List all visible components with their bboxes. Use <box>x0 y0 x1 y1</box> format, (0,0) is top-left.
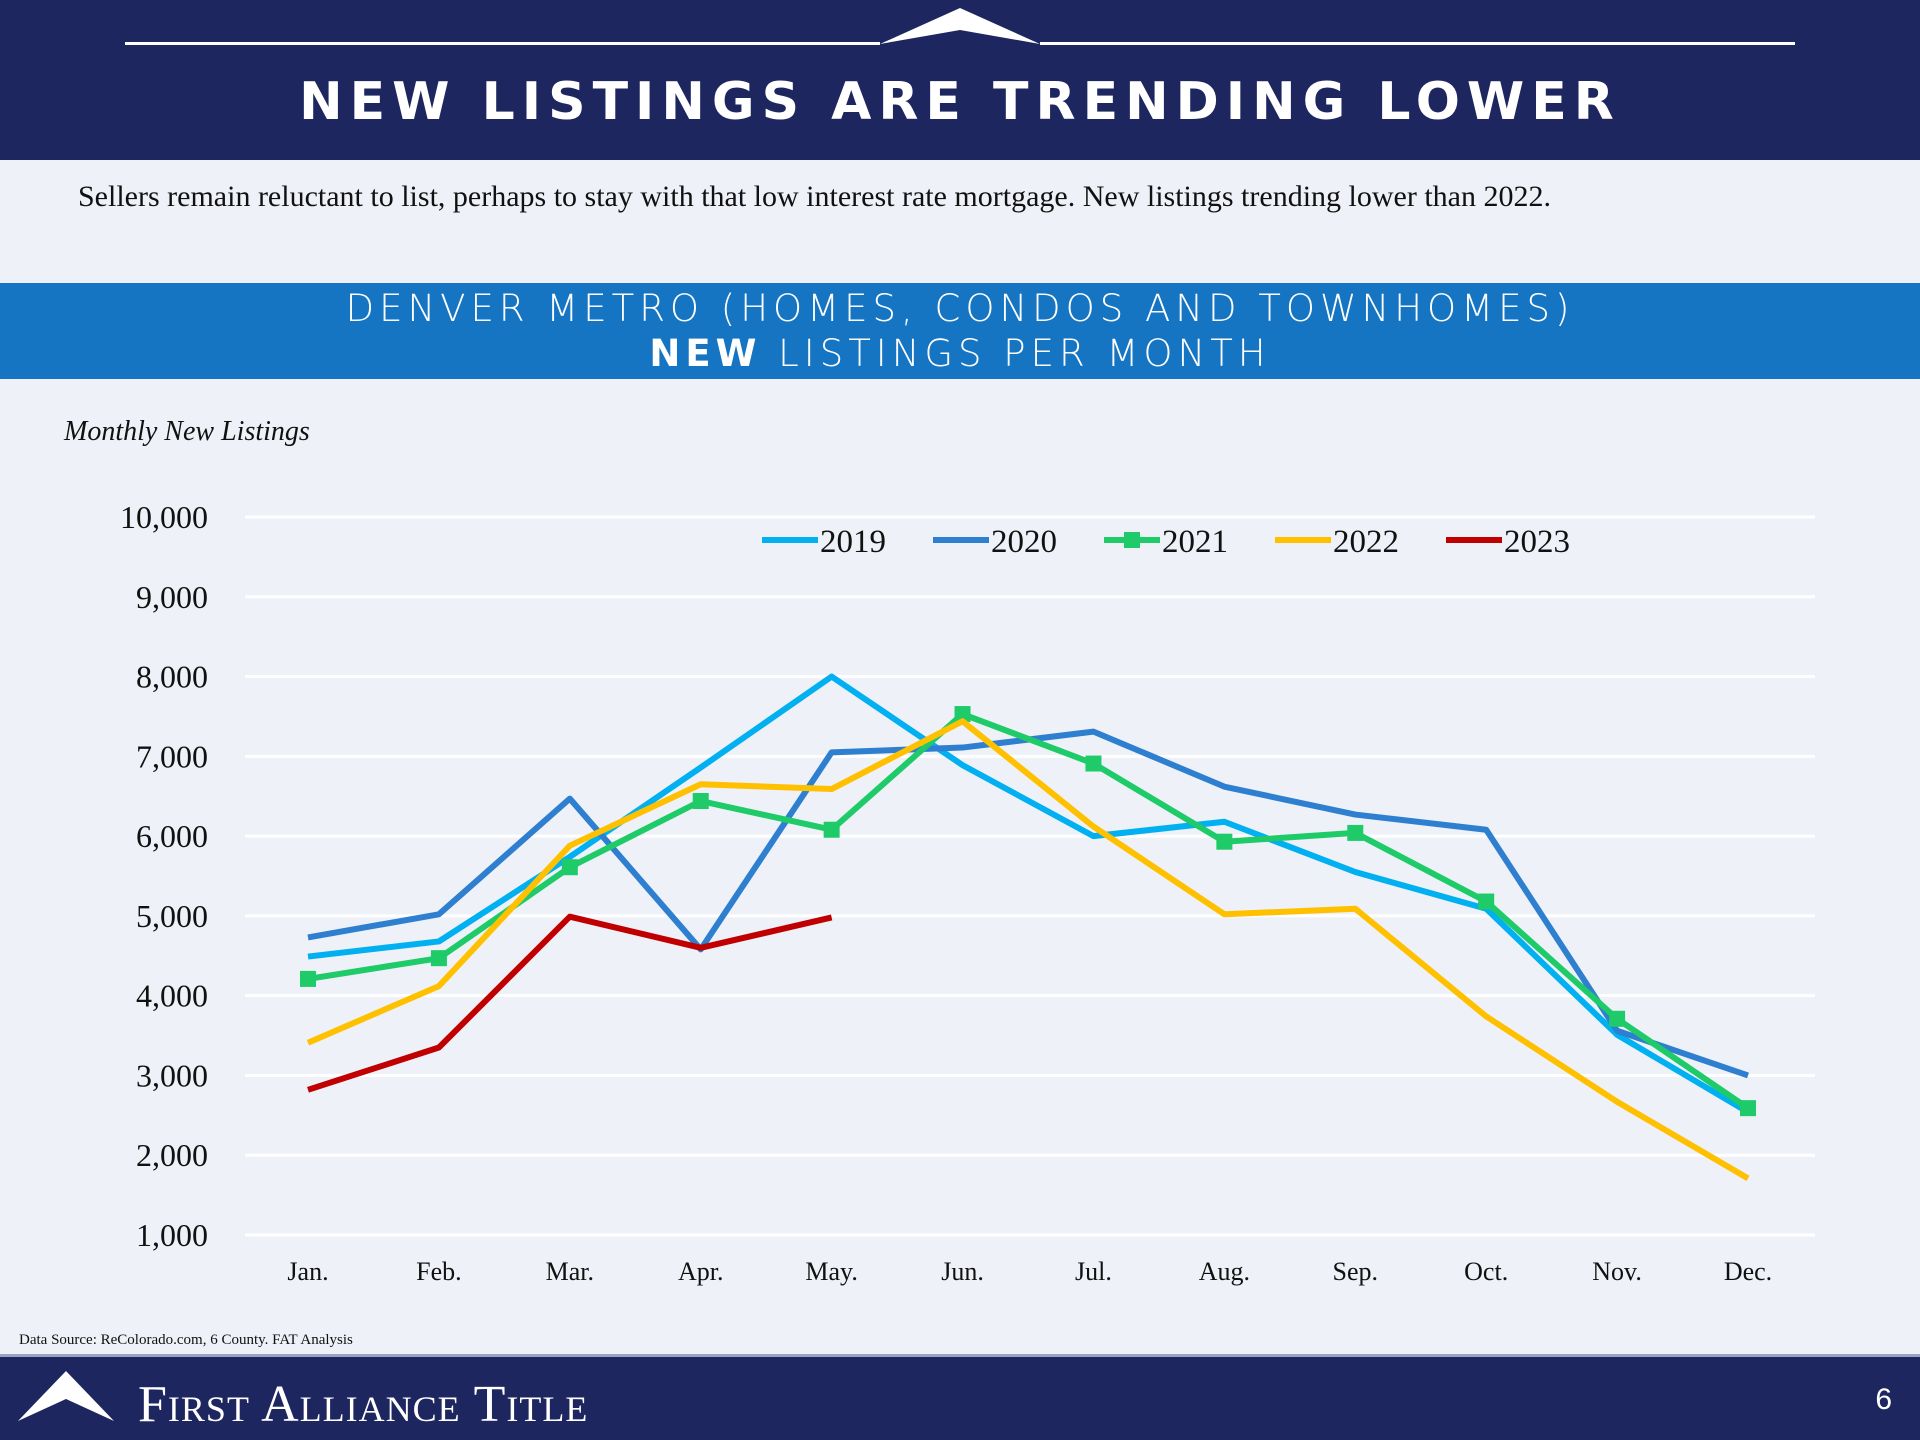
line-chart: 1,000 2,000 3,000 4,000 5,000 6,000 7,000 8,000… <box>120 499 1815 1286</box>
data-point-2021 <box>1347 824 1364 841</box>
header-rule-right <box>1040 42 1795 45</box>
data-point-2021 <box>430 950 447 967</box>
data-point-2021 <box>1740 1100 1756 1117</box>
x-tick-label: Oct. <box>1464 1257 1508 1286</box>
chart-title-line2: NEW LISTINGS PER MONTH <box>0 331 1920 376</box>
data-point-2021 <box>1609 1010 1626 1027</box>
y-tick-label: 9,000 <box>136 579 208 615</box>
data-point-2021 <box>1478 893 1495 910</box>
y-tick-label: 3,000 <box>136 1057 208 1093</box>
chart-title-line1: DENVER METRO (HOMES, CONDOS AND TOWNHOME… <box>345 287 1575 330</box>
data-point-2021 <box>823 821 840 838</box>
y-tick-label: 10,000 <box>120 499 208 535</box>
header-banner: NEW LISTINGS ARE TRENDING LOWER <box>0 0 1920 160</box>
chart-title-rest: LISTINGS PER MONTH <box>761 332 1271 375</box>
y-tick-label: 4,000 <box>136 978 208 1014</box>
x-tick-label: Sep. <box>1333 1257 1379 1286</box>
x-tick-label: Aug. <box>1199 1257 1250 1286</box>
x-tick-label: Jul. <box>1075 1257 1112 1286</box>
series-line-2022 <box>306 718 1750 1181</box>
chart-title-band: DENVER METRO (HOMES, CONDOS AND TOWNHOME… <box>0 283 1920 379</box>
data-source: Data Source: ReColorado.com, 6 County. F… <box>19 1332 353 1348</box>
mountain-peak-icon <box>880 8 1040 44</box>
legend-label-2019: 2019 <box>820 524 886 560</box>
chart-title-bold: NEW <box>649 332 762 375</box>
data-point-2021 <box>954 706 971 723</box>
data-point-2021 <box>300 970 316 987</box>
y-tick-label: 5,000 <box>136 898 208 934</box>
y-tick-label: 8,000 <box>136 659 208 695</box>
page-number: 6 <box>1875 1383 1892 1416</box>
data-point-2021 <box>692 793 709 810</box>
legend-marker-2021 <box>1124 532 1140 548</box>
y-tick-label: 7,000 <box>136 738 208 774</box>
header-rule-left <box>125 42 880 45</box>
y-tick-label: 2,000 <box>136 1137 208 1173</box>
x-tick-label: Feb. <box>416 1257 462 1286</box>
page-title: NEW LISTINGS ARE TRENDING LOWER <box>299 72 1621 132</box>
series-line-2020 <box>307 728 1749 1079</box>
legend-label-2020: 2020 <box>991 524 1057 560</box>
x-tick-label: May. <box>805 1257 857 1286</box>
data-point-2021 <box>1085 755 1102 772</box>
legend-label-2021: 2021 <box>1162 524 1228 560</box>
x-tick-label: Nov. <box>1592 1257 1642 1286</box>
company-name: First Alliance Title <box>138 1376 589 1433</box>
y-tick-label: 1,000 <box>136 1217 208 1253</box>
legend-label-2022: 2022 <box>1333 524 1399 560</box>
x-tick-label: Dec. <box>1724 1257 1772 1286</box>
y-axis-label: Monthly New Listings <box>64 416 310 447</box>
x-tick-label: Jun. <box>941 1257 984 1286</box>
subtitle-text: Sellers remain reluctant to list, perhap… <box>78 180 1551 213</box>
company-logo-icon <box>18 1371 114 1421</box>
data-point-2021 <box>1216 833 1233 850</box>
y-tick-label: 6,000 <box>136 818 208 854</box>
legend-label-2023: 2023 <box>1504 524 1570 560</box>
series-line-2023 <box>307 913 833 1093</box>
data-point-2021 <box>561 859 578 876</box>
footer-bar: First Alliance Title 6 <box>0 1354 1920 1440</box>
series-line-2021 <box>307 711 1750 1111</box>
x-tick-label: Mar. <box>546 1257 594 1286</box>
x-tick-label: Apr. <box>678 1257 724 1286</box>
x-tick-label: Jan. <box>287 1257 328 1286</box>
